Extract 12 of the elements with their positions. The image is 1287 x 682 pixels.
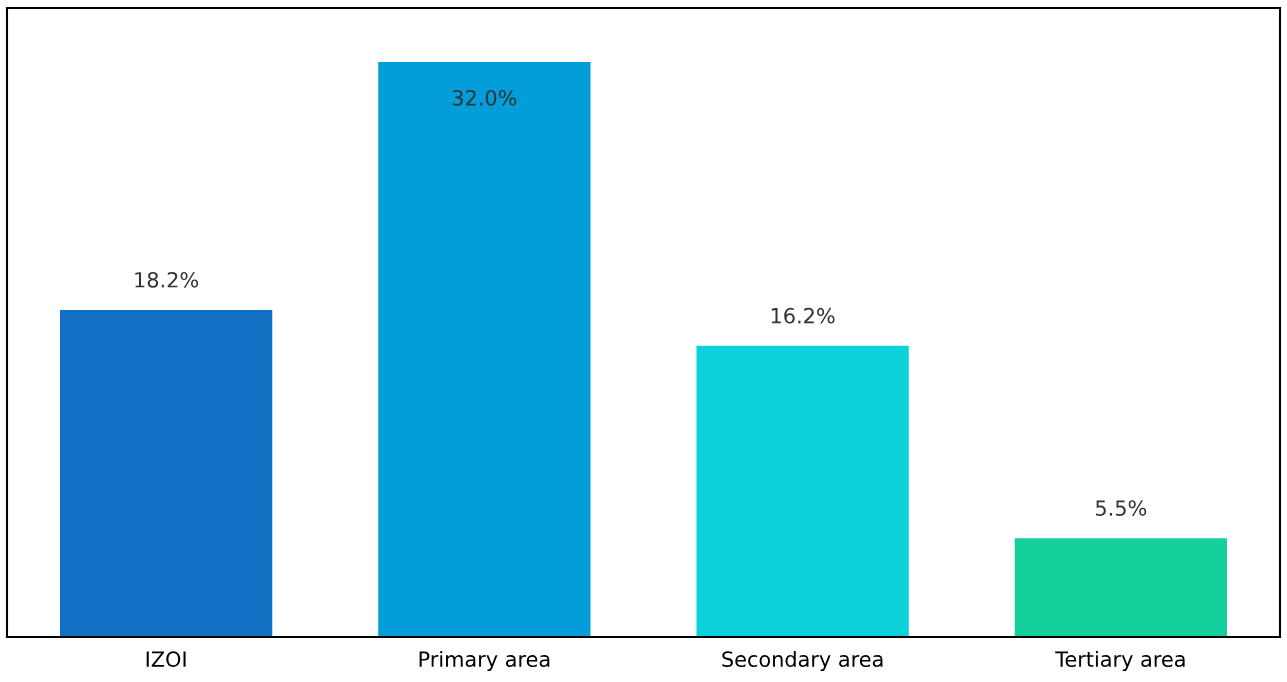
bar: [59, 309, 273, 637]
x-tick-label: Tertiary area: [1055, 650, 1185, 672]
bar: [696, 345, 909, 637]
data-label: 18.2%: [135, 271, 199, 288]
bar: [378, 61, 591, 637]
x-tick-label: Primary area: [419, 650, 550, 672]
x-tick-label: Secondary area: [722, 650, 883, 672]
data-label: 5.5%: [1096, 500, 1147, 516]
x-tick-label: IZOI: [146, 651, 186, 668]
data-label: 32.0%: [452, 89, 517, 106]
bar: [1014, 538, 1228, 637]
data-label: 16.2%: [771, 307, 835, 324]
